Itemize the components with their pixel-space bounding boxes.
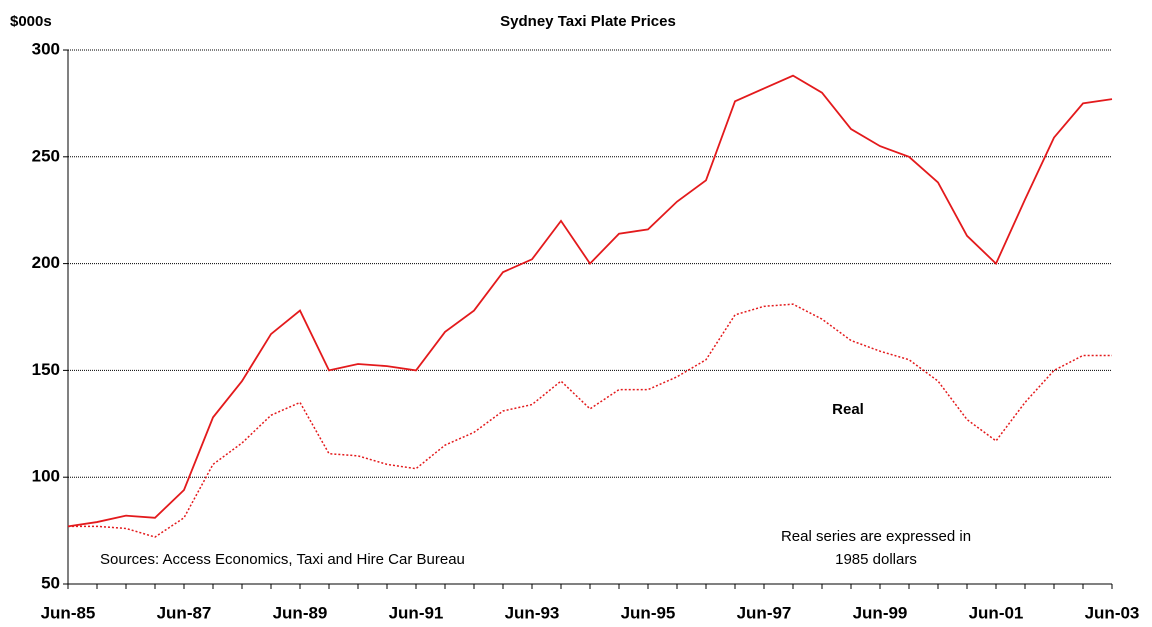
chart-title: Sydney Taxi Plate Prices (500, 13, 676, 30)
note-line: Real series are expressed in (781, 528, 971, 545)
x-tick-label: Jun-89 (273, 603, 328, 622)
y-tick-label: 300 (32, 39, 60, 58)
y-tick-label: 50 (41, 573, 60, 592)
series-line (67, 74, 1113, 528)
series-line (68, 303, 1112, 538)
y-tick-label: 150 (32, 360, 60, 379)
y-tick-label: 100 (32, 467, 60, 486)
y-axis-label: $000s (10, 13, 52, 30)
x-tick-label: Jun-99 (853, 603, 908, 622)
x-tick-label: Jun-85 (41, 603, 96, 622)
x-tick-label: Jun-91 (389, 603, 444, 622)
x-tick-label: Jun-95 (621, 603, 676, 622)
series-label: Real (832, 401, 864, 418)
y-tick-label: 200 (32, 253, 60, 272)
x-tick-label: Jun-87 (157, 603, 212, 622)
x-tick-label: Jun-03 (1085, 603, 1140, 622)
source-note: Sources: Access Economics, Taxi and Hire… (100, 551, 465, 568)
y-tick-label: 250 (32, 146, 60, 165)
x-tick-label: Jun-97 (737, 603, 792, 622)
x-tick-label: Jun-93 (505, 603, 560, 622)
note-line: 1985 dollars (835, 551, 917, 568)
x-tick-label: Jun-01 (969, 603, 1024, 622)
